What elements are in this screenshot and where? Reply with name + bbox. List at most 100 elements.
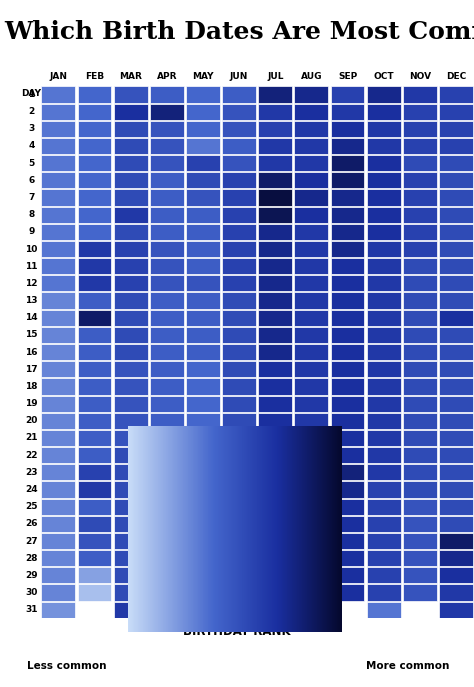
Bar bbox=[294, 138, 328, 154]
Bar bbox=[41, 258, 75, 274]
Bar bbox=[78, 275, 111, 291]
Bar bbox=[439, 224, 473, 240]
Text: FEB: FEB bbox=[85, 71, 104, 81]
Bar bbox=[403, 430, 437, 446]
Bar bbox=[403, 155, 437, 171]
Bar bbox=[114, 207, 147, 223]
Bar bbox=[258, 567, 292, 583]
Bar bbox=[78, 138, 111, 154]
Bar bbox=[114, 310, 147, 326]
Bar bbox=[258, 190, 292, 205]
Text: 5: 5 bbox=[28, 159, 35, 168]
Text: 6: 6 bbox=[28, 176, 35, 185]
Bar bbox=[367, 567, 401, 583]
Bar bbox=[222, 585, 256, 600]
Bar bbox=[258, 138, 292, 154]
Bar bbox=[41, 310, 75, 326]
Bar bbox=[439, 258, 473, 274]
Bar bbox=[78, 379, 111, 394]
Bar bbox=[330, 293, 365, 308]
Bar bbox=[78, 413, 111, 429]
Bar bbox=[186, 172, 220, 188]
Bar bbox=[330, 87, 365, 102]
Bar bbox=[222, 464, 256, 480]
Bar bbox=[114, 413, 147, 429]
Bar bbox=[294, 464, 328, 480]
Bar bbox=[78, 516, 111, 532]
Bar bbox=[222, 567, 256, 583]
Bar bbox=[258, 516, 292, 532]
Bar bbox=[439, 172, 473, 188]
Bar bbox=[41, 413, 75, 429]
Bar bbox=[258, 533, 292, 549]
Bar bbox=[186, 275, 220, 291]
Bar bbox=[403, 516, 437, 532]
Bar bbox=[150, 207, 184, 223]
Bar bbox=[150, 585, 184, 600]
Bar bbox=[403, 224, 437, 240]
Bar bbox=[78, 190, 111, 205]
Bar bbox=[258, 293, 292, 308]
Bar bbox=[330, 396, 365, 412]
Text: JUN: JUN bbox=[230, 71, 248, 81]
Text: DAY: DAY bbox=[21, 89, 41, 98]
Bar bbox=[78, 344, 111, 360]
Bar bbox=[41, 275, 75, 291]
Bar bbox=[114, 379, 147, 394]
Bar bbox=[114, 344, 147, 360]
Bar bbox=[222, 327, 256, 343]
Bar bbox=[403, 567, 437, 583]
Bar bbox=[186, 190, 220, 205]
Bar bbox=[330, 138, 365, 154]
Bar bbox=[294, 602, 328, 618]
Bar bbox=[403, 310, 437, 326]
Bar bbox=[114, 516, 147, 532]
Bar bbox=[150, 550, 184, 566]
Bar bbox=[403, 482, 437, 497]
Bar bbox=[150, 430, 184, 446]
Bar bbox=[222, 602, 256, 618]
Bar bbox=[186, 138, 220, 154]
Bar bbox=[186, 447, 220, 463]
Bar bbox=[367, 396, 401, 412]
Bar bbox=[186, 499, 220, 515]
Bar bbox=[222, 121, 256, 137]
Bar bbox=[78, 258, 111, 274]
Bar bbox=[403, 585, 437, 600]
Text: 27: 27 bbox=[25, 537, 38, 545]
Bar bbox=[186, 87, 220, 102]
Text: 2: 2 bbox=[28, 107, 35, 116]
Bar bbox=[403, 190, 437, 205]
Bar bbox=[186, 121, 220, 137]
Bar bbox=[114, 361, 147, 377]
Bar bbox=[403, 275, 437, 291]
Bar bbox=[367, 87, 401, 102]
Bar bbox=[403, 379, 437, 394]
Bar bbox=[330, 482, 365, 497]
Bar bbox=[403, 413, 437, 429]
Bar bbox=[258, 344, 292, 360]
Bar bbox=[150, 447, 184, 463]
Bar bbox=[78, 121, 111, 137]
Bar bbox=[258, 379, 292, 394]
Bar bbox=[150, 344, 184, 360]
Bar bbox=[41, 224, 75, 240]
Bar bbox=[41, 499, 75, 515]
Bar bbox=[439, 550, 473, 566]
Bar bbox=[186, 482, 220, 497]
Bar bbox=[78, 430, 111, 446]
Bar bbox=[78, 550, 111, 566]
Bar bbox=[114, 87, 147, 102]
Bar bbox=[186, 241, 220, 257]
Text: 10: 10 bbox=[25, 245, 37, 254]
Bar bbox=[186, 585, 220, 600]
Text: JUL: JUL bbox=[267, 71, 283, 81]
Bar bbox=[150, 293, 184, 308]
Text: 24: 24 bbox=[25, 485, 38, 494]
Bar bbox=[78, 87, 111, 102]
Text: 3: 3 bbox=[28, 124, 35, 133]
Bar bbox=[330, 499, 365, 515]
Bar bbox=[78, 585, 111, 600]
Bar bbox=[114, 482, 147, 497]
Bar bbox=[78, 567, 111, 583]
